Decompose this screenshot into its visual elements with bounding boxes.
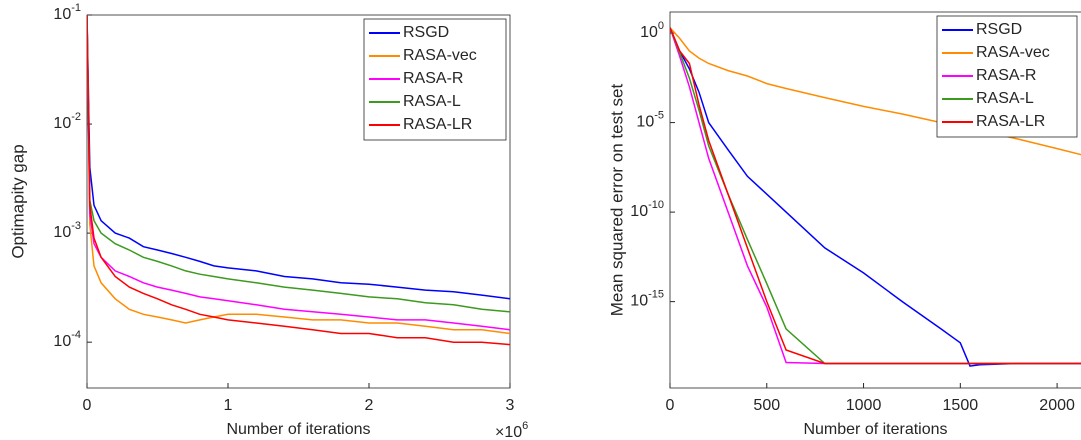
legend-label: RASA-vec bbox=[403, 47, 477, 64]
series-line bbox=[87, 15, 510, 346]
x-tick-label: 1500 bbox=[943, 397, 979, 414]
tick-exp: -5 bbox=[654, 109, 664, 121]
x-tick-label: 500 bbox=[753, 397, 780, 414]
mult-exp: 6 bbox=[522, 420, 528, 432]
series-line bbox=[87, 15, 510, 313]
mult-base: ×10 bbox=[495, 424, 522, 440]
y-tick-label: 10-1 bbox=[53, 2, 81, 23]
tick-base: 10 bbox=[53, 115, 71, 132]
series-line bbox=[670, 27, 1081, 365]
tick-exp: -10 bbox=[648, 199, 664, 211]
tick-base: 10 bbox=[640, 24, 658, 41]
tick-exp: 0 bbox=[658, 20, 664, 32]
tick-exp: -4 bbox=[71, 329, 81, 341]
legend-label: RASA-LR bbox=[976, 113, 1045, 130]
tick-exp: -3 bbox=[71, 220, 81, 232]
tick-exp: -1 bbox=[71, 2, 81, 14]
y-tick-label: 10-5 bbox=[636, 109, 664, 130]
legend-label: RASA-L bbox=[403, 93, 461, 110]
x-tick-label: 0 bbox=[666, 397, 675, 414]
x-tick-label: 0 bbox=[83, 397, 92, 414]
x-tick-label: 2000 bbox=[1039, 397, 1075, 414]
tick-exp: -15 bbox=[648, 289, 664, 301]
y-axis-label: Optimapity gap bbox=[8, 144, 27, 258]
y-tick-label: 10-15 bbox=[630, 289, 664, 310]
tick-base: 10 bbox=[630, 203, 648, 220]
x-tick-label: 3 bbox=[506, 397, 515, 414]
legend-label: RASA-R bbox=[403, 70, 463, 87]
tick-base: 10 bbox=[53, 224, 71, 241]
tick-base: 10 bbox=[53, 333, 71, 350]
tick-base: 10 bbox=[53, 6, 71, 23]
y-tick-label: 100 bbox=[640, 20, 664, 41]
series-line bbox=[87, 15, 510, 300]
x-multiplier: ×106 bbox=[495, 420, 528, 440]
x-tick-label: 1000 bbox=[846, 397, 882, 414]
legend-label: RASA-LR bbox=[403, 116, 472, 133]
legend-label: RASA-L bbox=[976, 90, 1034, 107]
legend-label: RASA-R bbox=[976, 67, 1036, 84]
y-tick-label: 10-2 bbox=[53, 111, 81, 132]
tick-exp: -2 bbox=[71, 111, 81, 123]
y-tick-label: 10-3 bbox=[53, 220, 81, 241]
series-line bbox=[87, 15, 510, 331]
x-tick-label: 2 bbox=[365, 397, 374, 414]
y-tick-label: 10-4 bbox=[53, 329, 81, 350]
legend-label: RASA-vec bbox=[976, 44, 1050, 61]
y-tick-label: 10-10 bbox=[630, 199, 664, 220]
tick-base: 10 bbox=[630, 293, 648, 310]
series-line bbox=[670, 27, 1081, 156]
y-axis-label: Mean squared error on test set bbox=[607, 84, 626, 317]
x-axis-label: Number of iterations bbox=[803, 421, 947, 438]
legend-label: RSGD bbox=[403, 24, 449, 41]
tick-base: 10 bbox=[636, 114, 654, 131]
x-tick-label: 1 bbox=[224, 397, 233, 414]
legend-label: RSGD bbox=[976, 21, 1022, 38]
x-axis-label: Number of iterations bbox=[226, 421, 370, 438]
